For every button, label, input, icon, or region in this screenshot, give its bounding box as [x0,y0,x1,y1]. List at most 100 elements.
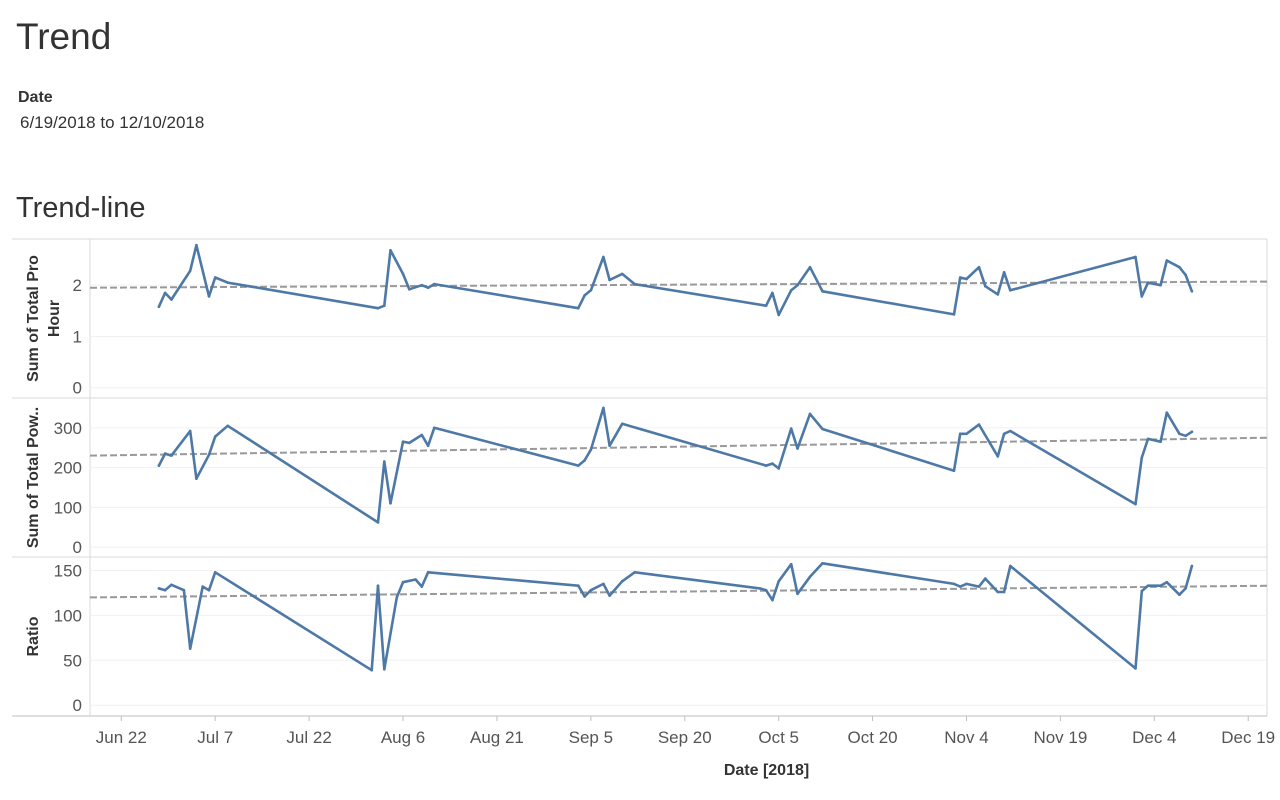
data-point [408,441,411,445]
data-point [1184,434,1187,438]
x-tick-label: Jul 7 [197,728,233,747]
data-point [376,521,380,524]
data-point [965,582,968,586]
y-tick-label: 50 [63,651,82,670]
data-point [401,440,405,444]
data-point [764,588,768,592]
data-point [608,594,611,597]
y-tick-label: 100 [54,606,82,625]
data-point [1184,587,1187,590]
data-point [1184,273,1187,277]
y-axis-title: Ratio [25,616,42,656]
data-point [188,429,192,433]
data-point [602,406,605,410]
data-point [602,582,605,586]
data-point [370,668,374,672]
y-axis-title: Sum of Total Pow.. [25,407,42,548]
data-point [633,571,636,574]
data-point [1134,667,1137,670]
series-line [157,561,1194,672]
data-point [376,584,380,587]
series-line [157,406,1194,524]
x-tick-label: Oct 20 [848,728,898,747]
data-point [771,291,774,295]
y-tick-label: 200 [54,459,82,478]
data-point [608,444,611,448]
data-point [583,459,586,462]
trend-line [89,280,1268,289]
data-point [808,412,812,416]
y-tick-label: 0 [73,696,82,715]
y-tick-label: 150 [54,561,82,580]
data-point [1159,283,1162,287]
data-point [1134,255,1137,259]
data-point [389,249,392,252]
x-tick-label: Nov 19 [1033,728,1087,747]
data-point [577,584,580,587]
data-point [958,276,962,279]
data-point [771,598,774,602]
data-point [226,424,229,428]
data-point [226,281,229,284]
data-point [163,291,167,295]
data-point [182,588,186,592]
data-point [188,647,192,650]
data-point [1178,432,1181,436]
data-point [1002,271,1006,274]
data-point [188,269,192,273]
data-point [984,284,987,288]
data-point [420,283,424,287]
data-point [977,423,981,426]
data-point [213,276,217,279]
data-point [207,588,211,592]
data-point [758,587,762,590]
data-point [408,288,411,291]
data-point [589,289,593,292]
x-tick-label: Oct 5 [758,728,799,747]
data-point [577,464,580,467]
data-point [1009,289,1012,292]
data-point [420,433,424,437]
data-point [808,265,812,269]
data-point [1002,432,1006,436]
data-point [977,265,981,269]
data-point [965,277,968,281]
data-point [1159,440,1162,444]
data-point [1190,430,1194,434]
data-point [389,502,392,505]
data-point [433,282,436,286]
data-point [420,585,424,588]
y-axis-title: Sum of Total Pro [25,255,42,382]
data-point [414,578,417,581]
data-point [1178,593,1181,596]
data-point [157,305,161,309]
date-filter-value[interactable]: 6/19/2018 to 12/10/2018 [20,113,205,132]
data-point [157,587,161,590]
data-point [965,432,968,436]
data-point [583,294,586,297]
data-point [426,571,430,574]
y-tick-label: 100 [54,498,82,517]
data-point [796,447,799,450]
data-point [952,582,956,586]
data-point [1146,584,1150,587]
data-point [821,562,824,565]
data-point [777,313,780,317]
data-point [1146,437,1150,441]
data-point [207,453,211,457]
data-point [376,306,380,310]
data-point [195,243,198,247]
x-tick-label: Dec 19 [1221,728,1275,747]
data-point [195,477,198,481]
data-point [1165,580,1169,584]
data-point [821,290,824,293]
trend-line [89,584,1268,599]
x-tick-label: Sep 20 [658,728,712,747]
data-point [1009,564,1012,568]
data-point [789,289,793,292]
data-point [958,432,962,436]
data-point [1140,295,1144,298]
y-tick-label: 0 [73,379,82,398]
data-point [583,595,586,598]
